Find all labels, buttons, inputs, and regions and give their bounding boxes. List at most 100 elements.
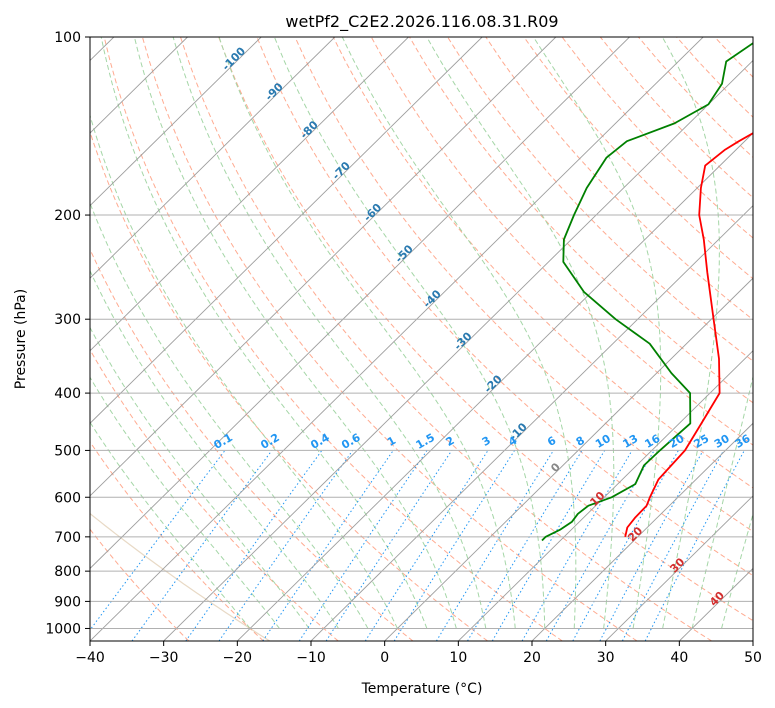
isotherm-line [679,567,753,641]
isotherm-line [310,204,753,641]
mixing-ratio-line [185,450,323,641]
dry-adiabat [638,37,753,159]
moist-adiabat [90,421,251,629]
isotherm-line [531,422,753,641]
isotherm-line [605,495,753,641]
isotherm-label: -50 [393,242,416,265]
y-axis-ticks: 100 200 300 400 500 600 700 800 900 1000 [45,30,90,637]
dry-adiabat [90,528,190,641]
x-tick-label: −10 [296,650,326,666]
dry-adiabat [485,37,753,321]
mixing-ratio-line [218,450,354,641]
mixing-ratio-line [262,450,394,641]
mixing-ratio-line [364,450,489,641]
mixing-ratio-label: 1 [385,434,398,449]
isotherm-label: -60 [361,201,384,224]
dry-adiabat [752,37,753,38]
dry-adiabat [90,440,264,641]
isotherm-line [90,37,630,570]
moist-adiabat [90,269,339,629]
x-tick-label: 20 [523,650,541,666]
isotherm-line [90,37,336,279]
plot-frame [89,36,754,642]
warm-isotherm-label: 30 [667,555,687,575]
mixing-ratio-line [393,450,516,641]
moist-adiabat [341,37,577,629]
y-tick-label: 500 [54,443,81,459]
mixing-ratio-label: 8 [574,434,587,449]
dry-adiabat [180,37,712,641]
y-tick-label: 600 [54,490,81,506]
mixing-ratio-label: 6 [545,434,558,449]
isotherm-label: -40 [421,287,444,310]
x-tick-label: 10 [449,650,467,666]
x-tick-label: 30 [597,650,615,666]
dry-adiabat [332,37,753,489]
isotherm-label: -80 [298,118,321,141]
isotherm-line [163,59,753,641]
theta-curve [90,512,271,641]
dry-adiabat [218,37,753,622]
moist-adiabat [273,37,546,629]
dry-adiabat [447,37,753,362]
x-tick-label: 50 [744,650,762,666]
mixing-ratio-label: 0.2 [258,431,281,452]
dry-adiabat [90,130,488,641]
mixing-ratio-line [131,450,273,641]
y-axis-label: Pressure (hPa) [13,289,29,389]
moist-adiabat [691,374,753,629]
warm-isotherm-label: 10 [587,489,607,509]
y-tick-label: 300 [54,312,81,328]
dry-adiabat [714,37,753,78]
x-tick-label: −30 [149,650,179,666]
mixing-ratio-label: 0.4 [308,431,332,452]
x-tick-label: 0 [380,650,389,666]
mixing-ratio-line [298,450,428,641]
x-tick-label: 40 [670,650,688,666]
x-axis-label: Temperature (°C) [361,681,483,697]
mixing-ratio-line [435,450,554,641]
chart-title: wetPf2_C2E2.2026.116.08.31.R09 [285,12,558,32]
moist-adiabat [90,326,310,629]
dry-adiabat [599,37,753,199]
isotherm-line [384,277,753,641]
y-tick-label: 200 [54,208,81,224]
dry-adiabat [370,37,753,446]
isotherm-line [752,640,753,641]
isotherm-line [90,37,262,207]
pressure-grid [90,37,753,629]
temperature-line [624,132,753,537]
isotherm-line [90,37,704,641]
dry-adiabat [141,37,638,641]
mixing-ratio-label: 16 [643,432,663,451]
moist-adiabat [90,376,280,629]
mixing-ratio-label: 1.5 [414,431,437,452]
dry-adiabat [256,37,753,577]
moist-adiabat [100,37,428,629]
moist-adiabat [218,37,516,629]
x-tick-label: −40 [75,650,105,666]
mixing-ratio-label: 20 [667,432,687,451]
isotherm-line [90,37,483,424]
moist-adiabat [90,201,369,629]
mixing-ratio-line [325,450,453,641]
y-tick-label: 700 [54,530,81,546]
mixing-ratio-line [599,450,704,641]
y-tick-label: 1000 [45,621,81,637]
y-tick-label: 100 [54,30,81,46]
x-axis-ticks: −40 −30 −20 −10 0 10 20 30 40 50 [75,641,762,666]
y-tick-label: 400 [54,386,81,402]
isotherm-label: -70 [330,159,353,182]
moist-adiabat [426,37,615,629]
dry-adiabat [90,348,339,641]
mixing-ratio-line [467,450,583,641]
isotherm-label: -90 [263,80,286,103]
moist-adiabat [90,113,398,629]
dry-adiabat [90,248,414,641]
dewpoint-line [541,42,753,542]
isotherm-line [90,37,557,497]
moist-adiabat [661,37,720,629]
moist-adiabat [172,37,487,629]
mixing-ratio-label: 10 [593,432,613,451]
isotherm-line [237,132,753,641]
